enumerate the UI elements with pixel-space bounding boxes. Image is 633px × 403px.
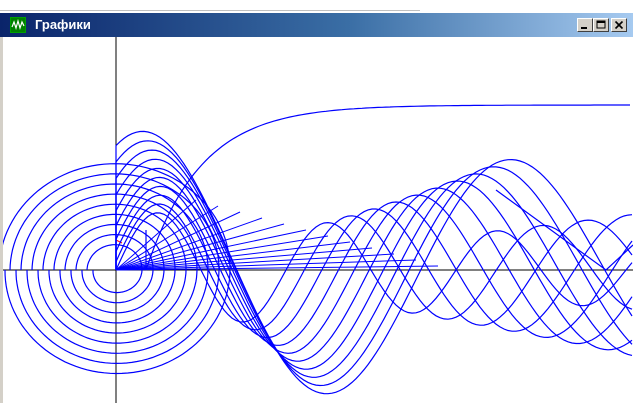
ray-line [115, 199, 197, 271]
wave-curve [115, 194, 633, 339]
minimize-button[interactable] [577, 18, 593, 32]
triangle-curve [495, 189, 633, 271]
spiral-curve [20, 183, 209, 354]
ray-line [115, 253, 395, 271]
wave-curve [115, 167, 633, 362]
spiral-curve [9, 173, 220, 365]
ray-line [115, 217, 263, 271]
origin-marker [115, 239, 123, 244]
graph-app-icon[interactable] [10, 17, 26, 33]
ray-line [115, 265, 439, 271]
ray-line [115, 241, 351, 271]
ray-line [115, 223, 285, 271]
divider [0, 10, 420, 11]
ray-line [115, 205, 219, 271]
maximize-icon [596, 20, 606, 29]
wave-curve [115, 212, 633, 323]
spiral-curve [3, 163, 231, 375]
wave-curve [115, 130, 633, 395]
ray-line [115, 211, 241, 271]
wave-curve [115, 149, 633, 378]
spiral-curve [53, 213, 176, 324]
wave-curve [115, 140, 633, 387]
window-title: Графики [35, 17, 91, 32]
spiral-curve [31, 193, 198, 344]
close-button[interactable] [611, 18, 627, 32]
wave-curve [115, 185, 633, 346]
wave-curve [115, 158, 633, 370]
spiral-curve [42, 203, 187, 334]
saturation-curve [145, 104, 630, 271]
desktop-strip [0, 0, 633, 13]
ray-line [115, 247, 373, 271]
ray-line [115, 235, 329, 271]
plot-area[interactable] [3, 37, 633, 403]
spiral-curve [64, 223, 165, 314]
ray-line [115, 259, 417, 271]
wave-curve [115, 176, 633, 354]
title-bar[interactable]: Графики [0, 13, 633, 37]
maximize-button[interactable] [593, 18, 609, 32]
graph-canvas[interactable] [3, 37, 633, 403]
minimize-icon [581, 27, 587, 29]
close-icon [614, 20, 624, 30]
